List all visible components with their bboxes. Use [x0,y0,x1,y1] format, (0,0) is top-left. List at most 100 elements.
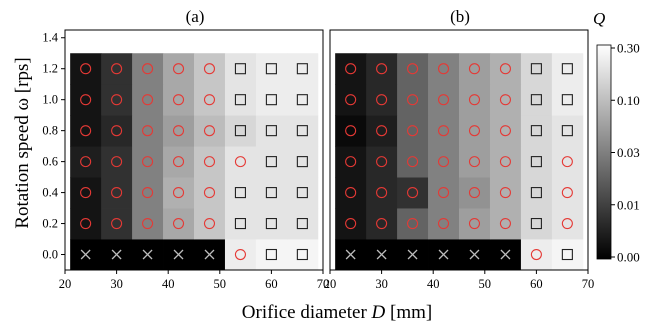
circle-marker [407,125,419,137]
x-tick-label: 30 [110,277,123,291]
heatmap-cell [132,84,164,116]
heatmap-cell [70,53,102,85]
heatmap-cell [335,208,367,240]
y-tick-label: 0.2 [42,217,58,231]
cross-marker [80,249,91,260]
x-tick-label: 40 [427,277,440,291]
cross-marker [345,249,356,260]
circle-marker [203,63,216,75]
heatmap-cell [397,53,429,85]
cross-marker [407,249,418,260]
heatmap-cell [70,146,102,178]
heatmap-cell [366,53,398,85]
heatmap-cell [132,208,164,240]
square-marker [530,156,542,168]
circle-marker [437,217,450,230]
heatmap-cell [163,146,195,178]
circle-marker [80,217,92,230]
heatmap-cell [70,84,102,116]
heatmap-cell [520,239,553,271]
square-marker [561,248,573,261]
heatmap-cell [489,208,522,240]
circle-marker [203,94,216,106]
square-marker [296,217,308,230]
circle-marker [407,187,419,199]
x-axis-label-variable: D [371,302,386,323]
circle-marker [345,94,357,106]
square-marker [265,248,277,261]
square-marker [530,94,542,106]
x-tick-label: 70 [582,277,595,291]
y-tick-label: 0.0 [42,248,58,262]
heatmap-cell [194,84,226,116]
heatmap-cell [489,146,522,178]
heatmap-cell [163,53,195,85]
heatmap-cell [163,177,195,209]
square-marker [234,63,246,75]
heatmap-cell [551,239,584,271]
heatmap-cell [101,53,133,85]
heatmap-cell [335,53,367,85]
heatmap-cell [397,146,429,178]
circle-marker [468,187,481,199]
circle-marker [376,187,388,199]
circle-marker [80,156,92,168]
colorbar-tick-label: 0.01 [617,197,640,212]
heatmap-cell [224,177,257,209]
y-tick-label: 0.8 [42,124,58,138]
heatmap-cell [551,177,584,209]
heatmap-cell [255,53,288,85]
circle-marker [80,94,92,106]
heatmap-cell [286,239,319,271]
heatmap-cell [366,177,398,209]
heatmap-cell [366,115,398,147]
heatmap-cell [224,208,257,240]
panel-b: (b) 20 30 40 50 60 70 [324,7,595,291]
circle-marker [345,63,357,75]
square-marker [265,187,277,199]
circle-marker [407,94,419,106]
square-marker [296,125,308,137]
circle-marker [234,248,246,261]
circle-marker [561,156,573,168]
circle-marker [499,187,511,199]
panel-a-x-ticks: 20 30 40 50 60 70 [59,270,329,291]
heatmap-cell [489,53,522,85]
heatmap-cell [428,84,460,116]
colorbar-tick-label: 0.00 [617,250,640,265]
heatmap-cell [286,208,319,240]
circle-marker [80,125,92,137]
heatmap-cell [520,146,553,178]
y-tick-label: 0.6 [42,155,58,169]
heatmap-cell [520,177,553,209]
circle-marker [111,63,123,75]
circle-marker [376,156,388,168]
square-marker [296,248,308,261]
x-tick-label: 50 [479,277,492,291]
heatmap-cell [194,208,226,240]
panel-b-frame [329,29,589,271]
heatmap-cell [163,84,195,116]
heatmap-cell [459,53,491,85]
circle-marker [499,125,511,137]
circle-marker [468,125,481,137]
square-marker [265,156,277,168]
heatmap-cell [397,177,429,209]
heatmap-cell [335,84,367,116]
heatmap-cell [286,177,319,209]
circle-marker [172,217,185,230]
circle-marker [499,63,511,75]
heatmap-cell [335,177,367,209]
heatmap-cell [397,84,429,116]
heatmap-cell [551,146,584,178]
circle-marker [468,63,481,75]
circle-marker [407,63,419,75]
heatmap-cell [520,115,553,147]
square-marker [265,63,277,75]
cross-marker [142,249,153,260]
heatmap-cell [101,115,133,147]
heatmap-cell [551,208,584,240]
circle-marker [172,125,185,137]
circle-marker [111,217,123,230]
